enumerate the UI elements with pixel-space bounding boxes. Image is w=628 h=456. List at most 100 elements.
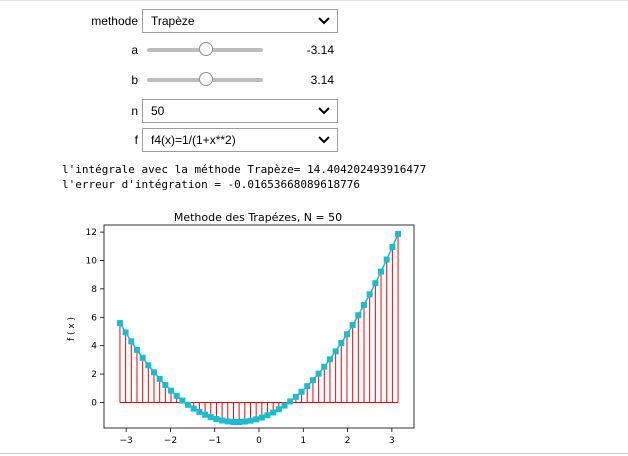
n-select[interactable]: 50 [142, 99, 338, 123]
data-point-marker [349, 321, 356, 328]
data-point-marker [207, 414, 214, 421]
y-axis-ticks: 0 2 4 6 8 10 12 [86, 228, 104, 408]
y-tick-label: 10 [86, 256, 98, 266]
data-point-marker [116, 320, 123, 327]
data-point-marker [275, 406, 282, 413]
data-point-marker [230, 418, 237, 425]
data-point-marker [196, 408, 203, 415]
data-point-marker [219, 417, 226, 424]
data-point-marker [315, 370, 322, 377]
data-point-marker [145, 362, 152, 369]
a-value: -3.14 [306, 43, 334, 57]
y-tick-label: 2 [91, 370, 97, 380]
output-integral-line: l'intégrale avec la méthode Trapèze= 14.… [62, 163, 427, 176]
data-point-marker [253, 416, 260, 423]
chevron-down-icon [318, 17, 330, 25]
output-error-line: l'erreur d'intégration = -0.016536680896… [62, 178, 361, 191]
n-value: 50 [151, 104, 165, 118]
x-tick-label: 2 [345, 436, 351, 446]
data-point-marker [264, 412, 271, 419]
data-point-marker [179, 397, 186, 404]
x-tick-label: 3 [389, 436, 395, 446]
data-point-marker [366, 291, 373, 298]
data-point-marker [162, 382, 169, 389]
x-tick-label: 0 [256, 436, 262, 446]
data-point-marker [326, 356, 333, 363]
x-tick-label: 1 [300, 436, 306, 446]
data-point-marker [281, 402, 288, 409]
data-point-marker [122, 329, 129, 336]
chevron-down-icon [318, 107, 330, 115]
trapezoid-chart: Methode des Trapézes, N = 50 f ( x ) −3−… [67, 211, 415, 446]
b-row: b 3.14 [0, 68, 628, 92]
a-slider-handle[interactable] [199, 42, 213, 56]
data-point-marker [173, 392, 180, 399]
b-value: 3.14 [310, 73, 334, 87]
x-tick-label: −1 [208, 436, 221, 446]
x-tick-label: −2 [164, 436, 177, 446]
data-point-marker [292, 393, 299, 400]
curve-series [119, 233, 399, 423]
data-point-marker [185, 401, 192, 408]
data-point-marker [236, 419, 243, 426]
data-point-marker [309, 377, 316, 384]
b-label: b [131, 73, 138, 87]
chevron-down-icon [318, 136, 330, 144]
data-point-marker [338, 340, 345, 347]
methode-select[interactable]: Trapèze [142, 9, 338, 33]
data-point-marker [304, 383, 311, 390]
a-label: a [131, 43, 138, 57]
data-point-marker [156, 375, 163, 382]
methode-value: Trapèze [151, 14, 195, 28]
y-tick-label: 8 [91, 285, 97, 295]
data-point-marker [383, 256, 390, 263]
data-point-marker [355, 312, 362, 319]
f-select[interactable]: f4(x)=1/(1+x**2) [142, 128, 338, 152]
data-point-marker [139, 354, 146, 361]
data-point-marker [321, 363, 328, 370]
data-point-marker [224, 418, 231, 425]
methode-label: methode [91, 14, 138, 28]
chart-title: Methode des Trapézes, N = 50 [174, 211, 342, 224]
top-divider [0, 0, 628, 1]
data-point-marker [298, 388, 305, 395]
stem-lines [119, 233, 399, 423]
data-point-marker [395, 230, 402, 237]
data-point-marker [287, 398, 294, 405]
plot-area-frame [103, 224, 415, 429]
y-tick-label: 0 [91, 398, 97, 408]
data-point-marker [241, 418, 248, 425]
data-point-marker [332, 348, 339, 355]
y-axis-label: f ( x ) [67, 317, 77, 341]
f-row: f f4(x)=1/(1+x**2) [0, 128, 628, 152]
data-point-marker [133, 346, 140, 353]
data-point-marker [128, 338, 135, 345]
data-point-marker [361, 302, 368, 309]
y-tick-label: 4 [91, 342, 97, 352]
bottom-divider [0, 453, 628, 454]
marker-points [116, 230, 402, 426]
y-tick-label: 6 [91, 313, 97, 323]
data-point-marker [270, 409, 277, 416]
n-label: n [131, 104, 138, 118]
methode-row: methode Trapèze [0, 9, 628, 33]
data-point-marker [247, 417, 254, 424]
data-point-marker [389, 243, 396, 250]
f-label: f [134, 133, 138, 147]
data-point-marker [202, 411, 209, 418]
data-point-marker [372, 280, 379, 287]
function-curve [119, 233, 399, 423]
x-axis-ticks: −3 −2 −1 0 1 2 3 [120, 428, 395, 446]
data-point-marker [168, 387, 175, 394]
x-tick-label: −3 [120, 436, 133, 446]
data-point-marker [258, 414, 265, 421]
y-tick-label: 12 [86, 228, 97, 238]
f-value: f4(x)=1/(1+x**2) [151, 133, 236, 147]
data-point-marker [213, 416, 220, 423]
n-row: n 50 [0, 99, 628, 123]
b-slider-handle[interactable] [199, 72, 213, 86]
data-point-marker [150, 369, 157, 376]
data-point-marker [190, 405, 197, 412]
data-point-marker [378, 268, 385, 275]
a-row: a -3.14 [0, 38, 628, 62]
